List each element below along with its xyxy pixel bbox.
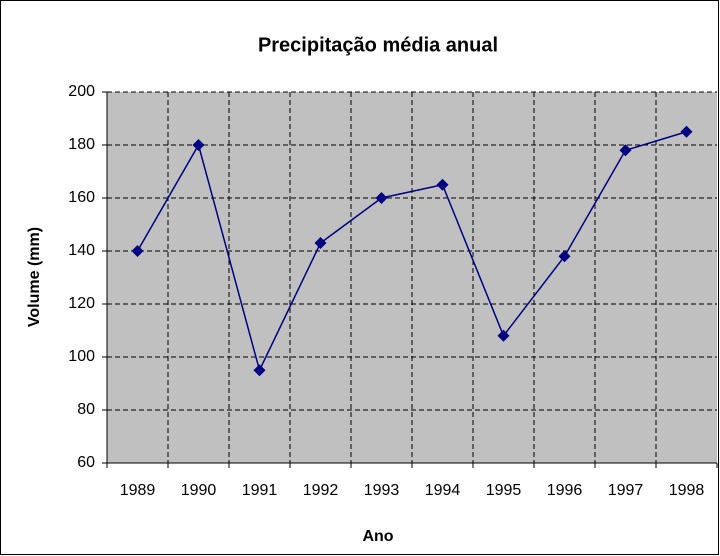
data-marker [192, 139, 205, 151]
y-tick-label: 80 [77, 401, 95, 418]
x-axis-label: Ano [362, 528, 393, 545]
x-tick-label: 1989 [120, 482, 156, 499]
data-marker [253, 364, 266, 377]
data-marker [558, 250, 571, 263]
data-marker [131, 245, 144, 257]
y-axis-label: Volume (mm) [26, 227, 43, 327]
data-marker [680, 125, 693, 138]
x-tick-label: 1998 [669, 482, 705, 499]
chart-title: Precipitação média anual [258, 34, 498, 56]
x-tick-label: 1993 [364, 482, 400, 499]
data-line [136, 131, 687, 373]
data-marker [314, 237, 327, 250]
x-tick-label: 1995 [486, 482, 522, 499]
y-tick-label: 160 [68, 189, 95, 206]
y-tick-label: 120 [68, 295, 95, 312]
x-tick-label: 1994 [425, 482, 461, 499]
data-marker [436, 178, 449, 191]
y-tick-label: 140 [68, 242, 95, 259]
x-tick-label: 1990 [181, 482, 217, 499]
y-tick-label: 60 [77, 454, 95, 471]
x-tick-label: 1991 [242, 482, 278, 499]
y-tick-label: 100 [68, 348, 95, 365]
x-tick-label: 1997 [608, 482, 644, 499]
data-marker [619, 144, 632, 157]
y-tick-label: 180 [68, 136, 95, 153]
data-marker [375, 192, 388, 204]
x-tick-label: 1992 [303, 482, 339, 499]
y-tick-label: 200 [68, 83, 95, 100]
data-marker [497, 329, 510, 342]
x-tick-label: 1996 [547, 482, 583, 499]
